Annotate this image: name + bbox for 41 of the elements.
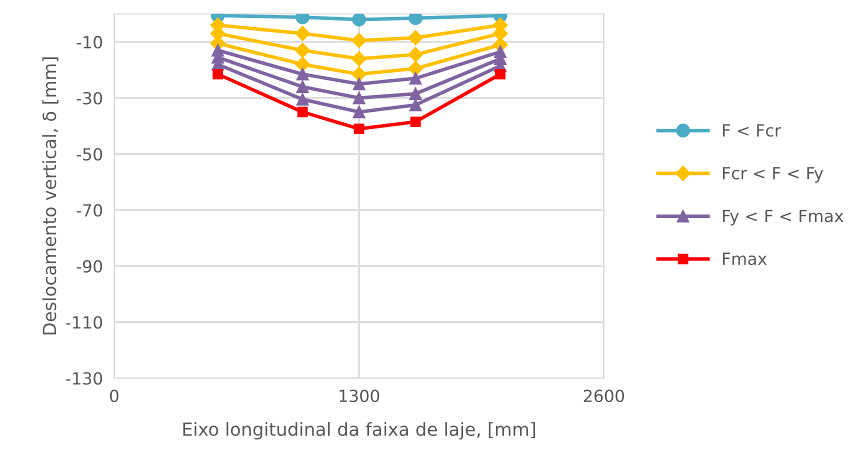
- point: [408, 60, 424, 76]
- point: [352, 14, 366, 26]
- point: [297, 106, 308, 118]
- y-axis-title: Deslocamento vertical, δ [mm]: [42, 57, 58, 334]
- point: [212, 68, 224, 80]
- point: [351, 32, 367, 48]
- point: [408, 14, 423, 26]
- point: [296, 93, 309, 106]
- y-tick-label: -50: [76, 148, 102, 161]
- y-tick-label: -110: [66, 316, 102, 329]
- x-tick-label: 2600: [584, 390, 624, 402]
- point: [294, 26, 310, 42]
- point: [294, 56, 310, 72]
- y-tick-label: -30: [76, 92, 102, 105]
- point: [408, 46, 424, 62]
- legend-label: Fy < F < Fmax: [723, 210, 844, 226]
- point: [352, 78, 366, 90]
- y-tick-label: -130: [66, 372, 102, 385]
- point: [351, 51, 367, 66]
- x-tick-label: 1300: [340, 390, 380, 402]
- legend-label: F < Fcr: [723, 124, 782, 137]
- point: [354, 124, 364, 134]
- point: [409, 72, 422, 85]
- x-axis-title: Eixo longitudinal da faixa de laje, [mm]: [183, 422, 536, 440]
- point: [296, 68, 309, 80]
- point: [296, 80, 309, 94]
- y-tick-label: -70: [76, 204, 102, 217]
- point: [294, 42, 310, 58]
- legend-label: Fcr < F < Fy: [723, 167, 824, 183]
- y-tick-label: -10: [76, 36, 102, 49]
- x-tick-label: 0: [110, 390, 118, 402]
- point: [352, 106, 366, 118]
- point: [410, 116, 421, 127]
- point: [495, 68, 506, 80]
- point: [408, 30, 424, 46]
- point: [351, 66, 367, 82]
- legend-label: Fmax: [723, 252, 767, 266]
- point: [409, 88, 422, 100]
- y-tick-label: -90: [76, 260, 102, 273]
- point: [352, 92, 366, 104]
- point: [409, 98, 422, 112]
